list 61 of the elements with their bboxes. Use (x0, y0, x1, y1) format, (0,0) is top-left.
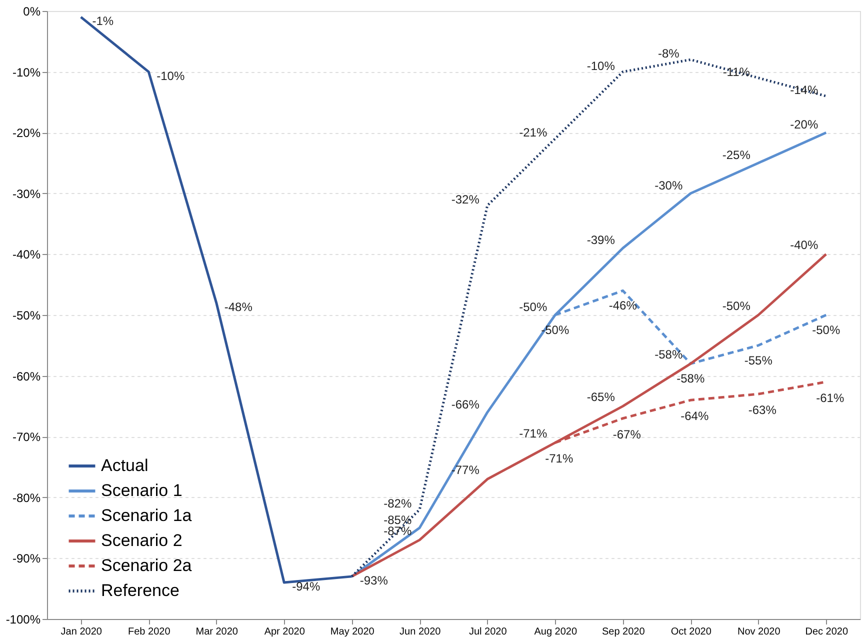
data-label: -8% (658, 46, 680, 61)
legend-label: Reference (101, 581, 180, 600)
data-label: -25% (722, 148, 751, 162)
data-label: -71% (519, 426, 548, 441)
y-tick-label: -40% (12, 248, 41, 262)
data-label: -67% (612, 427, 642, 442)
x-tick-label: May 2020 (330, 626, 375, 638)
legend-label: Scenario 2 (101, 531, 182, 550)
data-label: -30% (654, 178, 683, 192)
x-tick-label: Dec 2020 (805, 626, 848, 638)
y-tick-label: -50% (12, 308, 41, 322)
data-label: -40% (790, 238, 818, 252)
data-label: -71% (545, 452, 574, 466)
data-label: -10% (156, 68, 185, 83)
data-label: -48% (224, 300, 253, 314)
y-tick-label: -10% (12, 65, 41, 80)
y-tick-label: -90% (12, 552, 41, 566)
x-tick-label: Jan 2020 (60, 626, 102, 638)
data-label: -65% (586, 390, 616, 404)
y-tick-label: -20% (12, 126, 41, 140)
data-label: -64% (680, 409, 709, 424)
data-label: -1% (92, 14, 114, 28)
data-label: -50% (812, 323, 840, 337)
legend-label: Scenario 1 (101, 481, 182, 500)
line-series (80, 16, 354, 584)
data-label: -39% (586, 233, 616, 248)
data-label: -20% (790, 118, 818, 132)
data-label: -61% (816, 390, 844, 405)
x-tick-label: Aug 2020 (534, 626, 578, 638)
x-tick-label: Feb 2020 (128, 626, 171, 638)
x-tick-label: Jun 2020 (400, 626, 442, 638)
data-label: -58% (676, 372, 705, 386)
data-label: -46% (608, 298, 638, 313)
y-tick-label: 0% (23, 4, 41, 18)
data-label: -55% (744, 353, 773, 368)
x-tick-label: Sep 2020 (602, 626, 646, 638)
x-tick-label: Nov 2020 (737, 626, 781, 638)
legend-label: Scenario 1a (101, 506, 192, 525)
data-label: -10% (586, 58, 616, 73)
data-label: -94% (292, 580, 320, 594)
data-label: -50% (519, 300, 548, 314)
data-label: -63% (748, 403, 777, 418)
x-tick-label: Apr 2020 (264, 626, 306, 638)
data-label: -93% (360, 573, 388, 588)
y-tick-label: -100% (6, 612, 41, 626)
y-tick-label: -70% (12, 430, 41, 444)
legend-label: Actual (101, 456, 148, 475)
y-tick-label: -30% (12, 186, 41, 201)
x-tick-label: Mar 2020 (196, 626, 238, 638)
x-tick-label: Jul 2020 (468, 626, 508, 638)
data-label: -85% (384, 512, 412, 527)
data-label: -58% (654, 348, 683, 362)
y-tick-label: -80% (12, 490, 41, 505)
data-label: -50% (722, 299, 751, 313)
data-label: -32% (451, 192, 480, 207)
legend-label: Scenario 2a (101, 556, 192, 575)
data-label: -66% (451, 397, 480, 412)
data-label: -21% (519, 126, 548, 140)
y-tick-label: -60% (12, 369, 41, 384)
x-tick-label: Oct 2020 (670, 626, 712, 638)
data-label: -82% (384, 496, 412, 511)
